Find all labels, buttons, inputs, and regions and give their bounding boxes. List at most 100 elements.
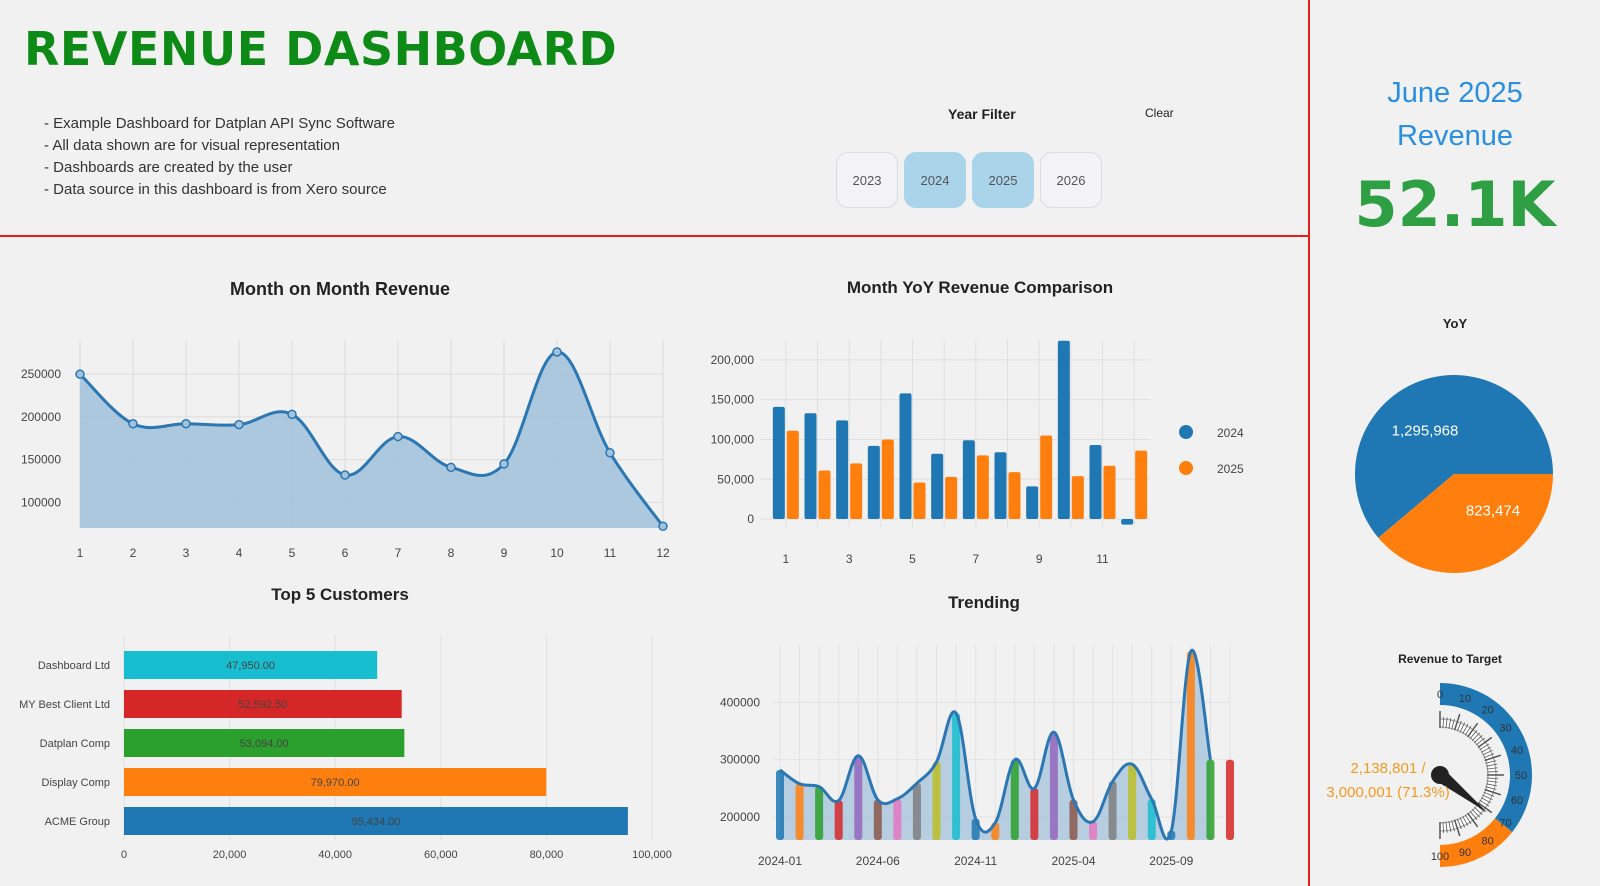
pie-slice-label: 823,474 xyxy=(1466,502,1520,519)
x-tick-label: 2025-04 xyxy=(1051,854,1095,868)
gauge-tick xyxy=(1473,735,1483,744)
year-button-2023[interactable]: 2023 xyxy=(836,152,898,208)
gauge-tick xyxy=(1486,770,1498,773)
data-point xyxy=(234,419,244,430)
gauge-scale-label: 40 xyxy=(1511,745,1523,757)
gauge-tick xyxy=(1475,737,1485,746)
gauge-tick xyxy=(1471,732,1480,742)
bar-2025 xyxy=(945,476,958,520)
gauge-tick xyxy=(1469,810,1478,820)
trend-bar xyxy=(893,798,902,840)
x-tick-label: 2024-06 xyxy=(856,854,900,868)
note-line: - Data source in this dashboard is from … xyxy=(44,181,387,198)
y-tick-label: 200,000 xyxy=(711,353,755,367)
x-tick-label: 11 xyxy=(604,546,617,560)
trend-bar xyxy=(854,755,863,840)
trend-bar xyxy=(1049,732,1058,840)
data-point xyxy=(287,409,297,420)
gauge-tick xyxy=(1467,812,1479,828)
bar-2024 xyxy=(931,453,944,520)
y-tick-label: 200000 xyxy=(21,410,61,424)
x-tick-label: 7 xyxy=(395,546,402,560)
y-tick-label: 100,000 xyxy=(711,432,755,446)
clear-filter-button[interactable]: Clear xyxy=(1145,106,1174,120)
bar-2024 xyxy=(772,406,785,520)
gauge-tick xyxy=(1486,767,1498,770)
trend-bar xyxy=(912,783,921,840)
gauge-tick xyxy=(1456,720,1462,732)
dashboard-title: REVENUE DASHBOARD xyxy=(24,22,618,76)
gauge-tick xyxy=(1462,723,1469,735)
kpi-title-month: June 2025 xyxy=(1387,77,1523,109)
bar-2024 xyxy=(1026,486,1039,520)
gauge-tick xyxy=(1451,820,1455,832)
gauge-scale-label: 50 xyxy=(1515,770,1527,782)
data-point xyxy=(340,470,350,480)
pie-slice-label: 1,295,968 xyxy=(1392,423,1459,440)
year-filter: 2023 2024 2025 2026 xyxy=(836,152,1102,208)
gauge-tick xyxy=(1485,760,1497,764)
gauge-value-label: 2,138,801 / 3,000,001 (71.3%) xyxy=(1323,757,1453,805)
trend-bar xyxy=(1128,764,1137,840)
x-tick-label: 80,000 xyxy=(530,849,564,861)
pie-slice-2024 xyxy=(1355,375,1553,538)
gauge-tick xyxy=(1462,815,1469,827)
x-tick-label: 9 xyxy=(501,546,508,560)
kpi-title: June 2025 Revenue xyxy=(1330,72,1580,158)
kpi-value: 52.1K xyxy=(1354,168,1556,241)
top-customers-chart: 0 20,000 40,000 60,000 80,000 100,000 Dashboar… xyxy=(19,635,672,861)
gauge-needle xyxy=(1435,769,1488,813)
trend-bar xyxy=(1147,799,1156,840)
data-point xyxy=(499,459,509,469)
area-fill xyxy=(80,351,663,528)
x-tick-label: 1 xyxy=(77,546,84,560)
x-tick-label: 2 xyxy=(130,546,137,560)
y-tick-label: 400000 xyxy=(720,695,760,709)
customer-label: Datplan Comp xyxy=(40,738,110,750)
vertical-divider xyxy=(1308,0,1310,886)
gauge-scale-label: 70 xyxy=(1499,818,1511,830)
x-tick-label: 4 xyxy=(236,546,243,560)
bar-2025 xyxy=(786,430,799,520)
y-tick-label: 100000 xyxy=(21,495,61,509)
note-line: - Dashboards are created by the user xyxy=(44,159,293,176)
bar-2024 xyxy=(804,413,817,520)
gauge-tick xyxy=(1483,791,1495,797)
bar-2025 xyxy=(913,482,926,520)
year-button-2025[interactable]: 2025 xyxy=(972,152,1034,208)
yoy-pie-chart: 1,295,968 823,474 xyxy=(1355,375,1553,573)
gauge-scale-label: 80 xyxy=(1481,836,1493,848)
data-point xyxy=(393,431,403,442)
data-point xyxy=(75,369,85,379)
legend-marker xyxy=(1179,425,1193,439)
x-tick-label: 20,000 xyxy=(213,849,247,861)
bar-value-label: 52,592.50 xyxy=(238,699,287,711)
trend-bar xyxy=(1186,651,1195,840)
y-tick-label: 250000 xyxy=(21,367,61,381)
x-tick-label: 5 xyxy=(909,552,916,566)
x-tick-label: 100,000 xyxy=(632,849,672,861)
customer-label: Dashboard Ltd xyxy=(38,660,110,672)
legend-marker xyxy=(1179,461,1193,475)
gauge-tick xyxy=(1464,814,1472,825)
year-filter-title: Year Filter xyxy=(948,106,1016,122)
gauge-needle-hub xyxy=(1431,766,1449,784)
horizontal-divider xyxy=(0,235,1310,237)
gauge-tick xyxy=(1473,806,1483,815)
trend-bar xyxy=(932,762,941,840)
gauge-target-line: 3,000,001 (71.3%) xyxy=(1326,784,1450,801)
x-tick-label: 3 xyxy=(183,546,190,560)
data-point xyxy=(658,521,668,532)
bar-2025 xyxy=(976,455,989,520)
x-tick-label: 10 xyxy=(550,546,564,560)
gauge-tick xyxy=(1464,725,1472,736)
x-tick-label: 1 xyxy=(782,552,789,566)
bar-2025 xyxy=(1135,450,1148,520)
bar-2024 xyxy=(1057,340,1070,520)
description-notes: - Example Dashboard for Datplan API Sync… xyxy=(44,113,395,201)
gauge-tick xyxy=(1459,722,1466,733)
customer-bar xyxy=(124,729,405,757)
year-button-2024[interactable]: 2024 xyxy=(904,152,966,208)
gauge-tick xyxy=(1453,713,1461,731)
year-button-2026[interactable]: 2026 xyxy=(1040,152,1102,208)
